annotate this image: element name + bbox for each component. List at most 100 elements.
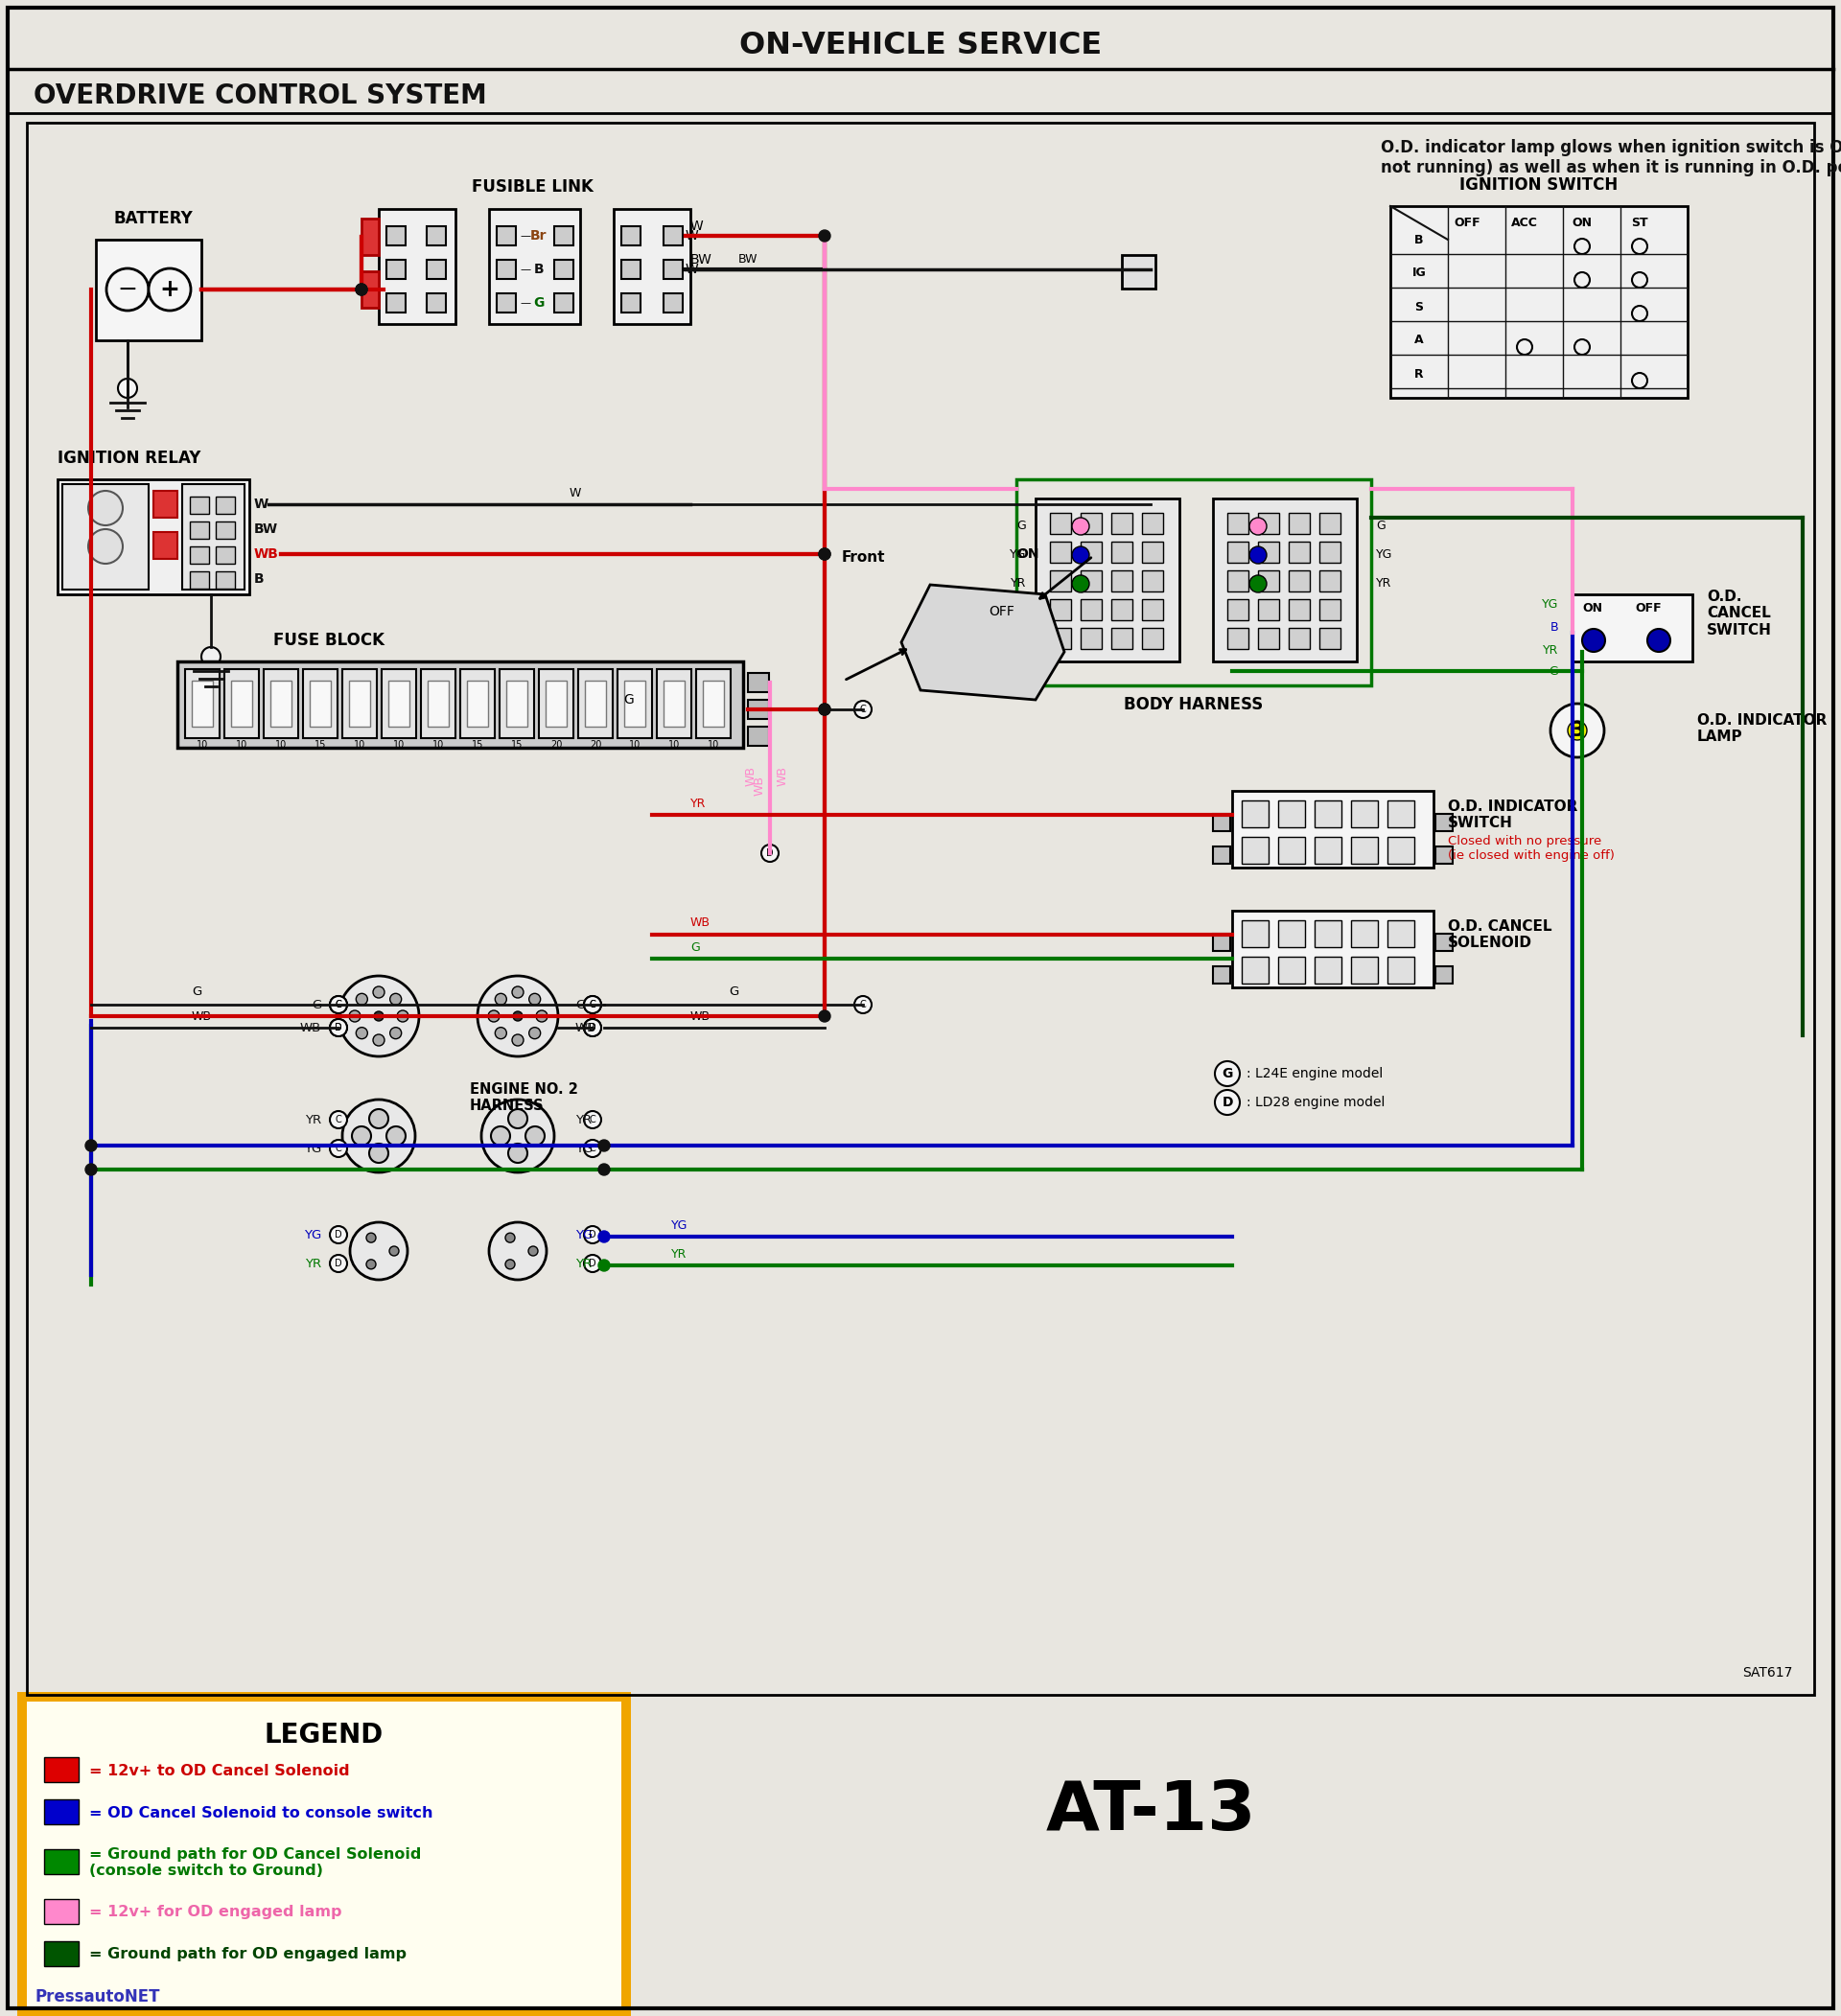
Bar	[427, 294, 446, 312]
Bar	[1257, 627, 1279, 649]
Bar	[1241, 919, 1268, 948]
Bar	[1314, 837, 1342, 863]
Bar	[1016, 480, 1372, 685]
Bar	[497, 226, 515, 246]
Text: B: B	[534, 262, 543, 276]
Bar	[387, 260, 405, 278]
Circle shape	[352, 1127, 372, 1145]
Circle shape	[398, 1010, 409, 1022]
Text: 10: 10	[433, 740, 444, 750]
Circle shape	[528, 994, 541, 1004]
Text: O.D. indicator lamp glows when ignition switch is ON (and engine
not running) as: O.D. indicator lamp glows when ignition …	[1381, 139, 1841, 175]
Circle shape	[330, 996, 348, 1014]
Circle shape	[481, 1099, 554, 1173]
Text: WB: WB	[254, 548, 278, 560]
Circle shape	[370, 1109, 388, 1129]
Circle shape	[598, 1232, 609, 1242]
Text: D: D	[335, 1022, 342, 1032]
Bar	[663, 294, 683, 312]
Text: O.D. INDICATOR
SWITCH: O.D. INDICATOR SWITCH	[1447, 798, 1578, 831]
Bar	[63, 484, 149, 589]
Circle shape	[598, 1260, 609, 1272]
Bar	[1141, 599, 1164, 621]
Circle shape	[330, 1111, 348, 1129]
Text: OVERDRIVE CONTROL SYSTEM: OVERDRIVE CONTROL SYSTEM	[33, 83, 486, 109]
Text: WB: WB	[746, 766, 757, 786]
Bar	[1081, 571, 1101, 591]
Bar	[663, 260, 683, 278]
Bar	[663, 681, 685, 726]
Bar	[1289, 571, 1309, 591]
Bar	[225, 669, 260, 738]
Bar	[1388, 800, 1414, 827]
Text: OFF: OFF	[1454, 218, 1480, 230]
Circle shape	[1071, 546, 1090, 564]
Text: = Ground path for OD engaged lamp: = Ground path for OD engaged lamp	[88, 1947, 407, 1962]
Circle shape	[374, 1034, 385, 1046]
Circle shape	[504, 1234, 515, 1242]
Circle shape	[495, 994, 506, 1004]
Bar	[554, 226, 573, 246]
Circle shape	[374, 1012, 383, 1020]
Bar	[1228, 512, 1248, 534]
Bar	[182, 484, 245, 589]
Bar	[44, 1941, 79, 1966]
Text: YG: YG	[304, 1143, 320, 1155]
Circle shape	[525, 1127, 545, 1145]
Text: = 12v+ to OD Cancel Solenoid: = 12v+ to OD Cancel Solenoid	[88, 1764, 350, 1778]
Text: C: C	[335, 1143, 342, 1153]
Text: Front: Front	[841, 550, 886, 564]
Circle shape	[528, 1028, 541, 1038]
Circle shape	[366, 1260, 376, 1270]
Circle shape	[1574, 339, 1591, 355]
Bar	[468, 681, 488, 726]
Bar	[624, 681, 646, 726]
Text: D: D	[335, 1230, 342, 1240]
Text: −: −	[118, 278, 138, 300]
Bar	[1213, 847, 1230, 863]
Bar	[1141, 627, 1164, 649]
Bar	[1388, 958, 1414, 984]
Bar	[1314, 800, 1342, 827]
Bar	[1228, 627, 1248, 649]
Text: D: D	[589, 1258, 596, 1268]
Bar	[190, 522, 210, 538]
Bar	[657, 669, 692, 738]
Text: G: G	[311, 998, 320, 1010]
Text: C: C	[335, 1000, 342, 1010]
Bar	[617, 669, 652, 738]
Bar	[1257, 512, 1279, 534]
Circle shape	[107, 268, 149, 310]
Bar	[387, 226, 405, 246]
Bar	[1289, 542, 1309, 562]
Text: YR: YR	[1011, 577, 1025, 591]
Text: = OD Cancel Solenoid to console switch: = OD Cancel Solenoid to console switch	[88, 1806, 433, 1820]
Text: OFF: OFF	[1635, 601, 1661, 615]
Circle shape	[366, 1234, 376, 1242]
Text: B: B	[1550, 621, 1557, 635]
Text: 10: 10	[197, 740, 208, 750]
Bar	[499, 669, 534, 738]
Bar	[191, 681, 214, 726]
Bar	[497, 294, 515, 312]
Bar	[539, 669, 573, 738]
Bar	[379, 210, 455, 325]
Bar	[747, 700, 770, 720]
Bar	[1351, 837, 1377, 863]
Circle shape	[584, 996, 602, 1014]
Text: Br: Br	[530, 230, 547, 242]
Text: 10: 10	[668, 740, 679, 750]
Bar	[1141, 542, 1164, 562]
Bar	[1121, 254, 1156, 288]
Bar	[497, 260, 515, 278]
Circle shape	[85, 1163, 98, 1175]
Text: D: D	[589, 1022, 596, 1032]
Circle shape	[374, 986, 385, 998]
Text: YR: YR	[574, 1113, 591, 1125]
Text: ON: ON	[1016, 548, 1038, 560]
Text: FUSE BLOCK: FUSE BLOCK	[272, 631, 385, 649]
Bar	[1257, 599, 1279, 621]
Circle shape	[339, 976, 420, 1056]
Text: YR: YR	[1543, 643, 1557, 655]
Bar	[1388, 919, 1414, 948]
